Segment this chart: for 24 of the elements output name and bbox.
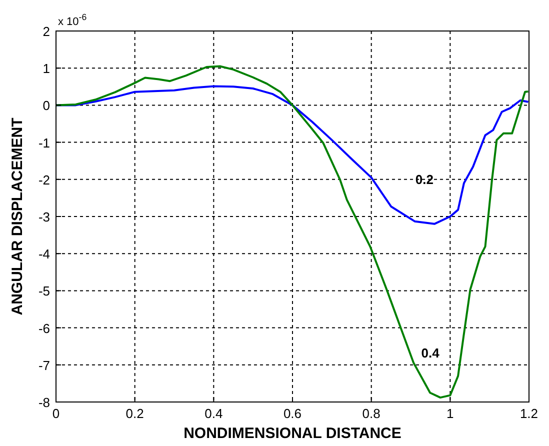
y-tick-label: -3	[38, 210, 50, 224]
x-tick-label: 1	[446, 406, 454, 421]
text: 0.2	[415, 172, 434, 187]
x-tick-label: 0	[52, 406, 60, 421]
y-tick-label: -6	[38, 320, 50, 336]
series-label: 0.4	[421, 346, 440, 361]
x-axis-title: NONDIMENSIONAL DISTANCE	[184, 425, 402, 442]
x-tick-label: 0.8	[362, 406, 380, 421]
y-tick-label: 1	[42, 61, 50, 76]
x-tick-label: 1.2	[520, 406, 538, 421]
y-tick-label: -4	[38, 246, 50, 262]
y-tick-label: -2	[38, 172, 50, 188]
y-tick-label: -1	[38, 135, 50, 150]
text: x 10$^{-6}$	[58, 12, 87, 28]
x-tick-label: 0.6	[283, 406, 302, 421]
y-tick-label: 0	[42, 98, 50, 114]
line-series	[55, 65, 530, 399]
y-tick-label: -5	[38, 284, 50, 299]
y-tick-label: 2	[42, 24, 50, 39]
x-tick-label: 0.4	[204, 406, 223, 421]
y-tick-label: -8	[38, 395, 50, 410]
x-tick-label: 0.2	[126, 406, 144, 421]
y-axis-title: ANGULAR DISPLACEMENT	[9, 118, 26, 316]
y-tick-label: -7	[38, 358, 50, 373]
